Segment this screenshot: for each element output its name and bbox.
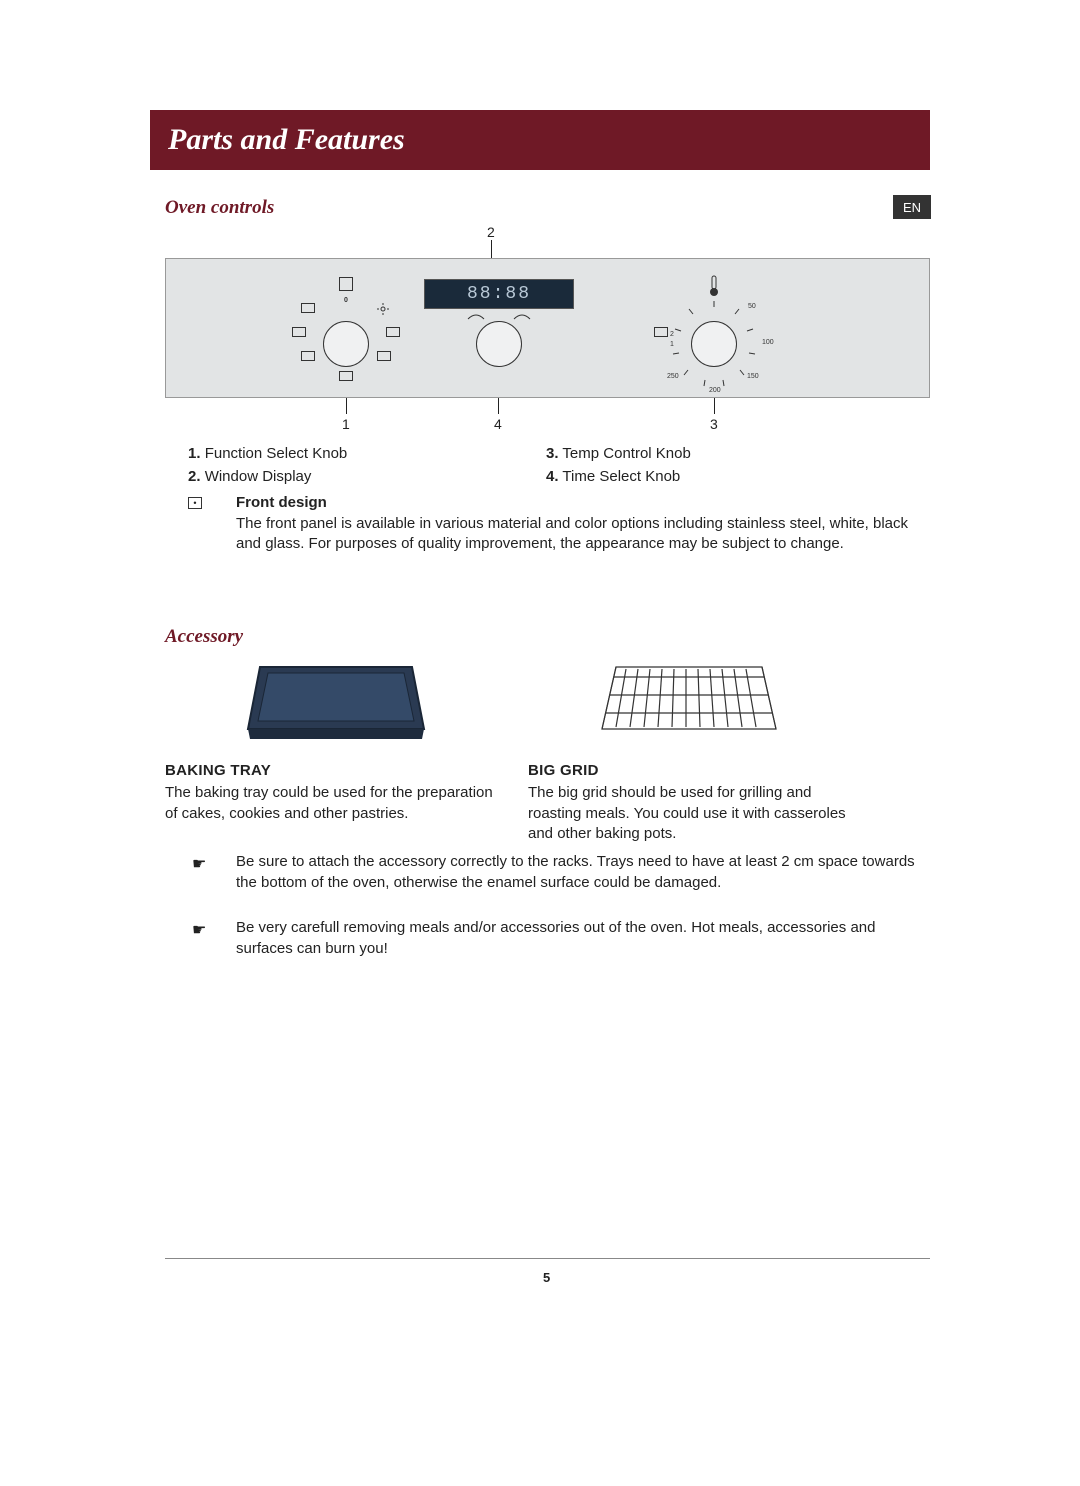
function-zero-label: 0 <box>344 297 348 304</box>
page-number: 5 <box>543 1270 550 1285</box>
light-icon <box>377 303 391 313</box>
legend-2-text: Window Display <box>205 468 312 485</box>
temp-200: 200 <box>709 387 721 394</box>
temp-small-2: 2 <box>670 331 674 338</box>
tip-2: Be very carefull removing meals and/or a… <box>236 918 916 959</box>
front-design-body: The front panel is available in various … <box>236 515 908 553</box>
callout-4: 4 <box>494 416 502 432</box>
legend-2: 2. Window Display <box>188 466 311 489</box>
legend-2-num: 2. <box>188 468 201 485</box>
temp-250: 250 <box>667 373 679 380</box>
front-design-note: Front design The front panel is availabl… <box>236 493 916 555</box>
temp-dial-ticks <box>669 299 759 389</box>
pointer-icon: ☛ <box>192 920 206 940</box>
callout-3: 3 <box>710 416 718 432</box>
callout-4-line <box>498 398 499 414</box>
time-select-knob <box>476 321 522 367</box>
mode-icon <box>339 277 353 291</box>
temp-50: 50 <box>748 303 756 310</box>
temp-150: 150 <box>747 373 759 380</box>
temp-small-1: 1 <box>670 341 674 348</box>
mode-icon <box>301 303 315 313</box>
legend-4-num: 4. <box>546 468 559 485</box>
callout-2: 2 <box>487 224 495 240</box>
baking-tray-desc: The baking tray could be used for the pr… <box>165 783 495 824</box>
legend-4-text: Time Select Knob <box>562 468 680 485</box>
footer-rule <box>165 1258 930 1259</box>
callout-3-line <box>714 398 715 414</box>
callout-1: 1 <box>342 416 350 432</box>
big-grid-illustration <box>590 655 780 753</box>
language-tab: EN <box>893 195 931 219</box>
title-banner: Parts and Features <box>150 110 930 170</box>
page-title: Parts and Features <box>168 123 405 157</box>
big-grid-title: BIG GRID <box>528 762 599 779</box>
legend-3-text: Temp Control Knob <box>562 445 690 462</box>
mode-icon <box>339 371 353 381</box>
function-select-knob <box>323 321 369 367</box>
legend-3-num: 3. <box>546 445 559 462</box>
baking-tray-illustration <box>236 655 426 753</box>
legend-3: 3. Temp Control Knob <box>546 443 691 466</box>
window-display: 88:88 <box>424 279 574 309</box>
control-panel-diagram: 0 88:88 50 100 150 <box>165 258 930 398</box>
temp-100: 100 <box>762 339 774 346</box>
note-icon: • <box>188 497 202 509</box>
thermometer-icon <box>709 275 719 297</box>
section-oven-controls: Oven controls <box>165 197 274 219</box>
big-grid-desc: The big grid should be used for grilling… <box>528 783 868 845</box>
pointer-icon: ☛ <box>192 854 206 874</box>
legend-4: 4. Time Select Knob <box>546 466 680 489</box>
callout-1-line <box>346 398 347 414</box>
tip-1: Be sure to attach the accessory correctl… <box>236 852 916 893</box>
callout-2-line <box>491 240 492 258</box>
mode-icon <box>386 327 400 337</box>
legend-1-text: Function Select Knob <box>205 445 348 462</box>
front-design-heading: Front design <box>236 494 327 511</box>
baking-tray-title: BAKING TRAY <box>165 762 271 779</box>
plus-icon <box>512 311 532 321</box>
section-accessory: Accessory <box>165 626 243 648</box>
minus-icon <box>466 311 486 321</box>
mode-icon <box>292 327 306 337</box>
legend-1: 1. Function Select Knob <box>188 443 347 466</box>
legend-1-num: 1. <box>188 445 201 462</box>
temp-mode-icon <box>654 327 668 337</box>
mode-icon <box>301 351 315 361</box>
mode-icon <box>377 351 391 361</box>
